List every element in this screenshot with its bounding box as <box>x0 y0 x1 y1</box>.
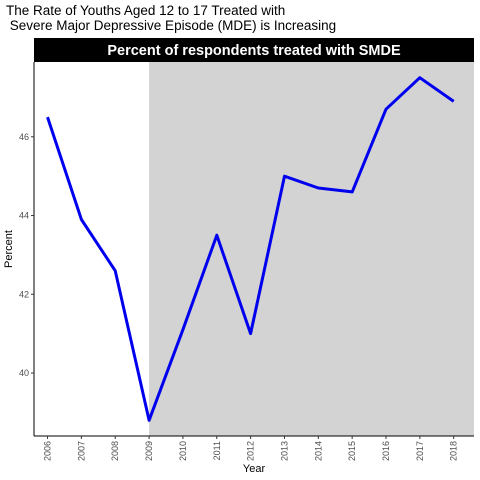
series-group <box>46 76 455 422</box>
chart-title-line-2: Severe Major Depressive Episode (MDE) is… <box>6 18 337 33</box>
x-axis-title: Year <box>243 463 266 475</box>
x-tick-label: 2009 <box>144 441 154 461</box>
x-tick-label: 2008 <box>110 441 120 461</box>
x-tick-label: 2012 <box>246 441 256 461</box>
y-tick-label: 40 <box>19 368 29 378</box>
x-tick-label: 2014 <box>313 441 323 461</box>
x-axis-ticks: 2006 2007 2008 2009 2010 2011 2012 2013 2014 2015… <box>43 436 459 461</box>
y-axis-ticks: 40 42 44 46 <box>19 132 34 378</box>
x-tick-label: 2018 <box>449 441 459 461</box>
strip-header-background <box>34 38 474 62</box>
x-tick-label: 2010 <box>178 441 188 461</box>
x-tick-label: 2015 <box>347 441 357 461</box>
x-tick-label: 2013 <box>279 441 289 461</box>
strip-header-title: Percent of respondents treated with SMDE <box>107 43 401 59</box>
x-tick-label: 2017 <box>415 441 425 461</box>
y-tick-label: 42 <box>19 289 29 299</box>
y-tick-label: 44 <box>19 211 29 221</box>
axes <box>33 62 474 437</box>
x-tick-label: 2007 <box>76 441 86 461</box>
x-tick-label: 2016 <box>381 441 391 461</box>
x-tick-label: 2006 <box>43 441 53 461</box>
y-axis-title: Percent <box>3 230 15 268</box>
x-tick-label: 2011 <box>212 441 222 460</box>
chart-title: The Rate of Youths Aged 12 to 17 Treated… <box>6 3 336 33</box>
y-tick-label: 46 <box>19 132 29 142</box>
shaded-period-region <box>149 62 475 436</box>
chart-title-line-1: The Rate of Youths Aged 12 to 17 Treated… <box>6 3 286 18</box>
